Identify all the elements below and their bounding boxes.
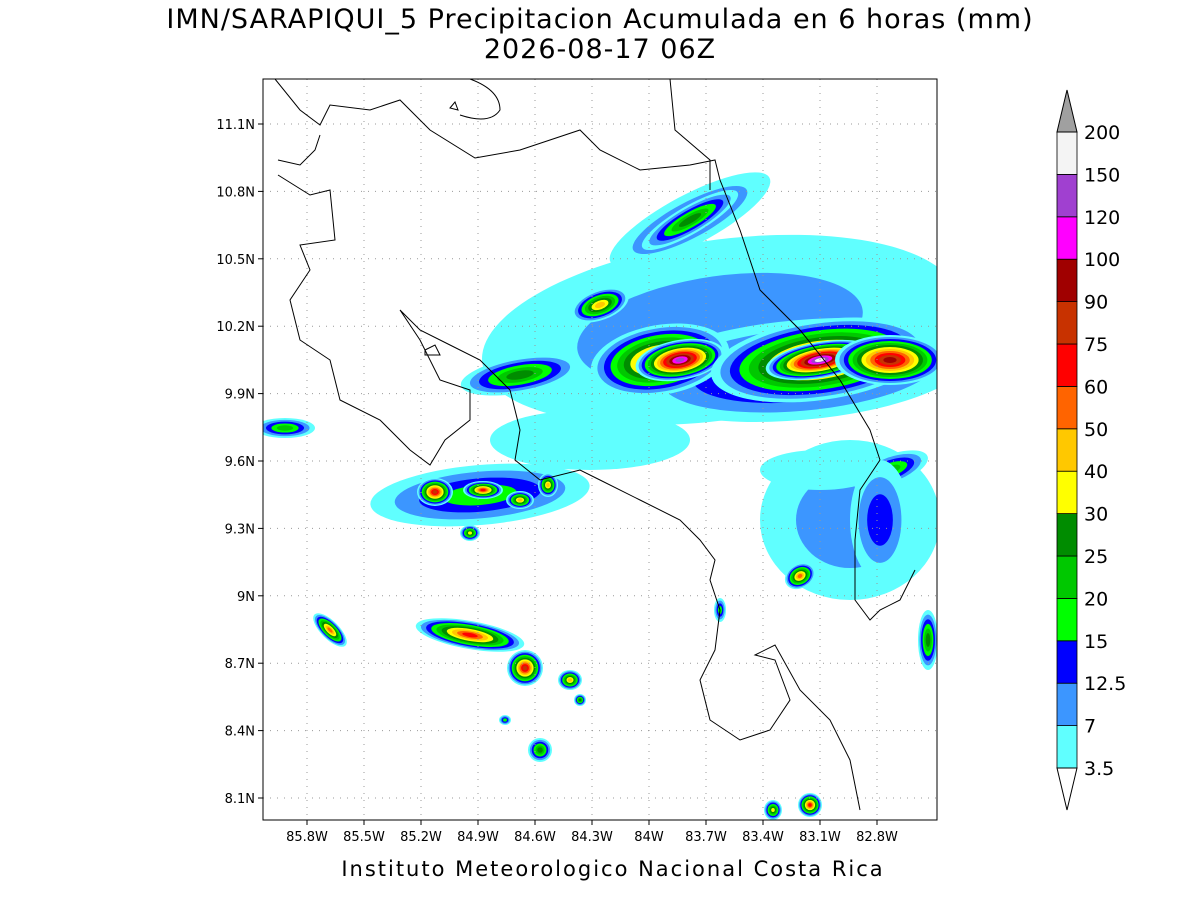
colorbar-band [1056, 513, 1078, 557]
colorbar-label: 15 [1084, 631, 1108, 653]
lat-label: 9N [237, 590, 255, 605]
precip-contour [883, 357, 897, 363]
colorbar-label: 120 [1084, 207, 1120, 229]
precip-contour [468, 531, 472, 535]
colorbar-label: 200 [1084, 122, 1120, 144]
island [449, 101, 459, 111]
precip-contour [760, 450, 880, 490]
colorbar-label: 12.5 [1084, 673, 1126, 695]
lon-label: 84.6W [514, 830, 556, 845]
colorbar-band [1056, 131, 1078, 175]
colorbar-label: 50 [1084, 419, 1108, 441]
precip-contour [925, 633, 931, 647]
colorbar-under [1056, 767, 1078, 811]
title: IMN/SARAPIQUI_5 Precipitacion Acumulada … [166, 4, 1033, 35]
colorbar-band [1056, 428, 1078, 472]
precip-contour [503, 718, 507, 722]
precip-contour [594, 301, 606, 309]
precip-contour [462, 632, 478, 638]
precip-contour [480, 488, 486, 492]
precip-contour [797, 573, 803, 579]
precip-contour [867, 494, 893, 546]
precip-contour [678, 213, 702, 227]
lon-label: 84.3W [571, 830, 613, 845]
colorbar-band [1056, 301, 1078, 345]
colorbar-band [1056, 640, 1078, 684]
lon-label: 85.2W [400, 830, 442, 845]
borders [669, 79, 916, 621]
lake [459, 79, 501, 120]
grid [258, 79, 937, 825]
caribbean-border [274, 79, 881, 461]
precip-contour [490, 410, 690, 470]
map-frame [262, 78, 938, 821]
island [424, 344, 441, 356]
colorbar-label: 60 [1084, 376, 1108, 398]
precip-contour [675, 357, 685, 363]
colorbar-band [1056, 555, 1078, 599]
precip-contour [517, 498, 523, 502]
lat-label: 10.5N [216, 253, 255, 268]
colorbar-band [1056, 216, 1078, 260]
lon-label: 84.9W [457, 830, 499, 845]
colorbar-band [1056, 385, 1078, 430]
precip-contour [567, 678, 573, 682]
pacific-coast [277, 134, 861, 811]
axis-labels: 11.1N 10.8N 10.5N 10.2N 9.9N 9.6N 9.3N 9N 8.7N 8.… [216, 118, 898, 845]
precip-contour [578, 698, 582, 702]
lon-label: 85.8W [286, 830, 328, 845]
lon-label: 83.4W [742, 830, 784, 845]
colorbar-band [1056, 343, 1078, 387]
colorbar-label: 7 [1084, 716, 1096, 738]
precip-contour [506, 370, 534, 380]
colorbar-label: 30 [1084, 504, 1108, 526]
colorbar-label: 20 [1084, 588, 1108, 610]
lon-label: 85.5W [343, 830, 385, 845]
lon-label: 82.8W [856, 830, 898, 845]
colorbar-over [1056, 89, 1078, 133]
precip-contour [522, 665, 528, 671]
colorbar-band [1056, 725, 1078, 769]
colorbar-label: 3.5 [1084, 758, 1114, 780]
precipitation-field [263, 172, 937, 820]
lat-label: 9.9N [225, 388, 255, 403]
lat-label: 10.8N [216, 185, 255, 200]
colorbar-band [1056, 470, 1078, 515]
colorbar-label: 40 [1084, 461, 1108, 483]
coastlines [274, 79, 916, 811]
precip-contour [546, 482, 550, 488]
colorbar-band [1056, 682, 1078, 727]
lat-label: 8.7N [225, 657, 255, 672]
footer: Instituto Meteorologico Nacional Costa R… [341, 857, 884, 881]
colorbar: 3.5 7 12.5 15 20 25 30 40 50 60 75 90 100 120 150 200 [1056, 89, 1126, 811]
colorbar-label: 90 [1084, 292, 1108, 314]
lat-label: 8.4N [225, 725, 255, 740]
precip-contour [327, 627, 333, 633]
colorbar-band [1056, 173, 1078, 218]
precip-contour [432, 490, 438, 494]
precip-contour [808, 803, 812, 807]
lon-label: 84W [634, 830, 664, 845]
precip-contour [771, 808, 775, 812]
lat-label: 11.1N [216, 118, 255, 133]
lat-label: 10.2N [216, 320, 255, 335]
precip-contour [537, 747, 543, 753]
colorbar-label: 100 [1084, 249, 1120, 271]
colorbar-label: 75 [1084, 334, 1108, 356]
lon-label: 83.1W [799, 830, 841, 845]
colorbar-label: 25 [1084, 546, 1108, 568]
colorbar-band [1056, 258, 1078, 303]
colorbar-band [1056, 598, 1078, 642]
colorbar-label: 150 [1084, 164, 1120, 186]
lat-label: 8.1N [225, 792, 255, 807]
lon-label: 83.7W [685, 830, 727, 845]
lat-label: 9.3N [225, 522, 255, 537]
precip-contour [276, 425, 294, 431]
subtitle: 2026-08-17 06Z [484, 34, 716, 65]
lat-label: 9.6N [225, 455, 255, 470]
